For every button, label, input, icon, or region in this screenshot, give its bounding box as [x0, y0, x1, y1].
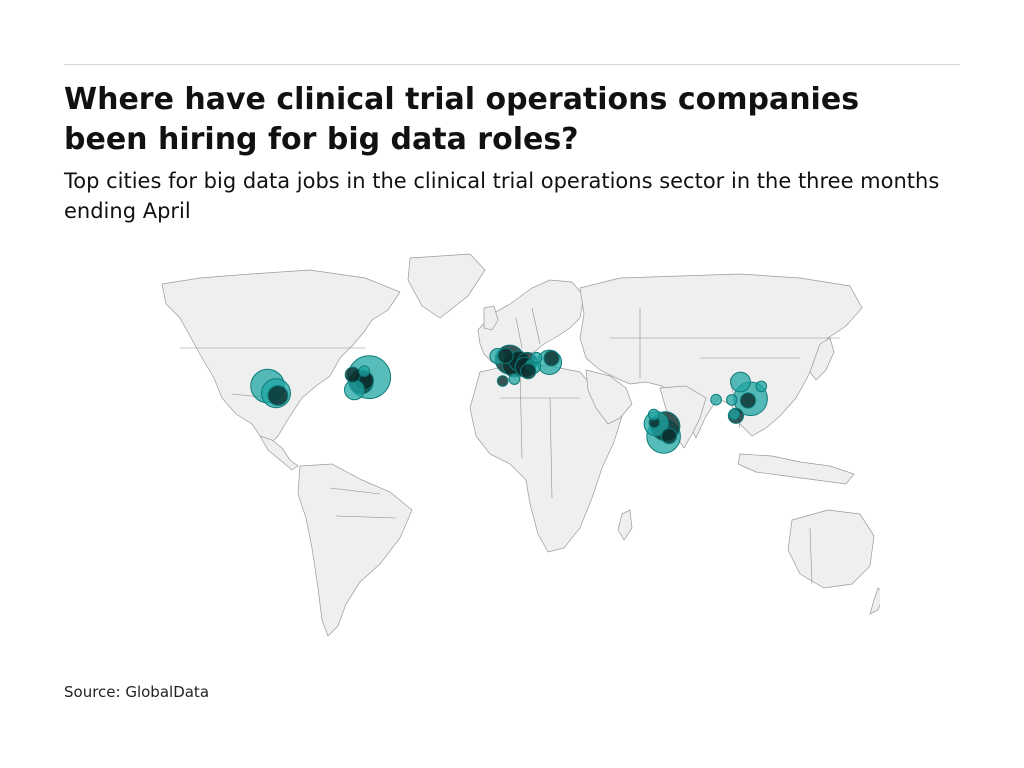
landmass-north-america [161, 269, 401, 445]
city-bubble [730, 371, 751, 393]
city-bubble [496, 375, 509, 387]
source-note: Source: GlobalData [64, 683, 210, 701]
city-bubble [755, 380, 768, 393]
landmass-new-zealand [869, 587, 880, 615]
city-bubble [543, 350, 560, 367]
landmass-arabia [585, 369, 633, 425]
city-bubble [520, 363, 537, 380]
landmass-africa [469, 363, 623, 553]
city-bubbles [250, 344, 768, 454]
landmass-uk [483, 305, 499, 331]
city-bubble [710, 393, 722, 406]
landmass-central-america [259, 435, 299, 471]
landmass-europe [477, 279, 585, 363]
city-bubble [344, 366, 361, 383]
landmass-madagascar [617, 509, 633, 541]
city-bubble [497, 347, 514, 364]
world-map [161, 253, 880, 637]
city-bubble [739, 392, 757, 409]
city-bubble [508, 373, 521, 385]
landmass-greenland [407, 253, 486, 319]
landmass-australia [787, 509, 875, 589]
landmass-indonesia [737, 453, 855, 485]
chart-title: Where have clinical trial operations com… [64, 82, 860, 157]
landmass-asia [579, 273, 863, 439]
city-bubble [358, 365, 371, 377]
city-bubble [726, 394, 738, 406]
land-layer [161, 253, 880, 637]
city-bubble [660, 428, 678, 445]
top-rule [64, 64, 960, 65]
city-bubble [344, 379, 365, 401]
chart-subtitle: Top cities for big data jobs in the clin… [64, 169, 940, 223]
city-bubble [530, 351, 543, 364]
landmass-south-america [297, 463, 413, 637]
city-bubble [267, 385, 289, 406]
city-bubble [647, 408, 660, 421]
city-bubble [728, 408, 741, 421]
